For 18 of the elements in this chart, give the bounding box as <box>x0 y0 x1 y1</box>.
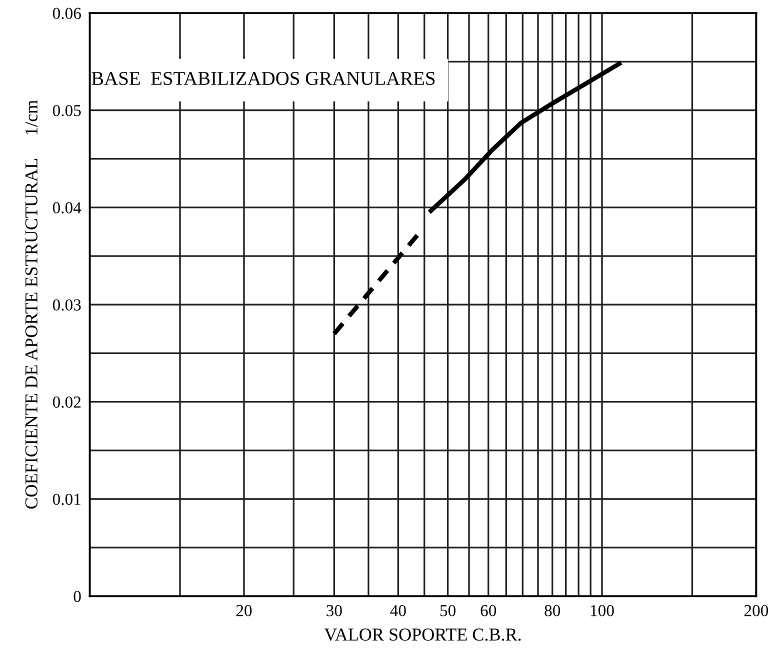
x-tick-label: 80 <box>544 605 560 616</box>
x-tick-label: 20 <box>236 605 252 616</box>
x-tick-label: 60 <box>480 605 496 616</box>
y-tick-label: 0.02 <box>52 396 81 408</box>
y-tick-label: 0.01 <box>52 494 80 506</box>
x-tick-label: 200 <box>744 605 768 616</box>
x-tick-label: 50 <box>440 605 456 616</box>
annotation: BASE ESTABILIZADOS GRANULARES <box>92 72 435 85</box>
x-tick-label: 40 <box>390 605 406 616</box>
y-tick-label: 0.06 <box>52 8 81 20</box>
x-tick-label: 100 <box>590 605 614 616</box>
y-tick-label: 0.04 <box>52 202 82 214</box>
y-tick-label: 0 <box>74 590 81 602</box>
y-tick-label: 0.05 <box>52 104 81 116</box>
x-tick-label: 30 <box>326 605 342 616</box>
x-axis-title: VALOR SOPORTE C.B.R. <box>324 628 521 641</box>
y-axis-title: COEFICIENTE DE APORTE ESTRUCTURAL 1/cm <box>25 100 38 509</box>
y-tick-label: 0.03 <box>52 299 81 311</box>
